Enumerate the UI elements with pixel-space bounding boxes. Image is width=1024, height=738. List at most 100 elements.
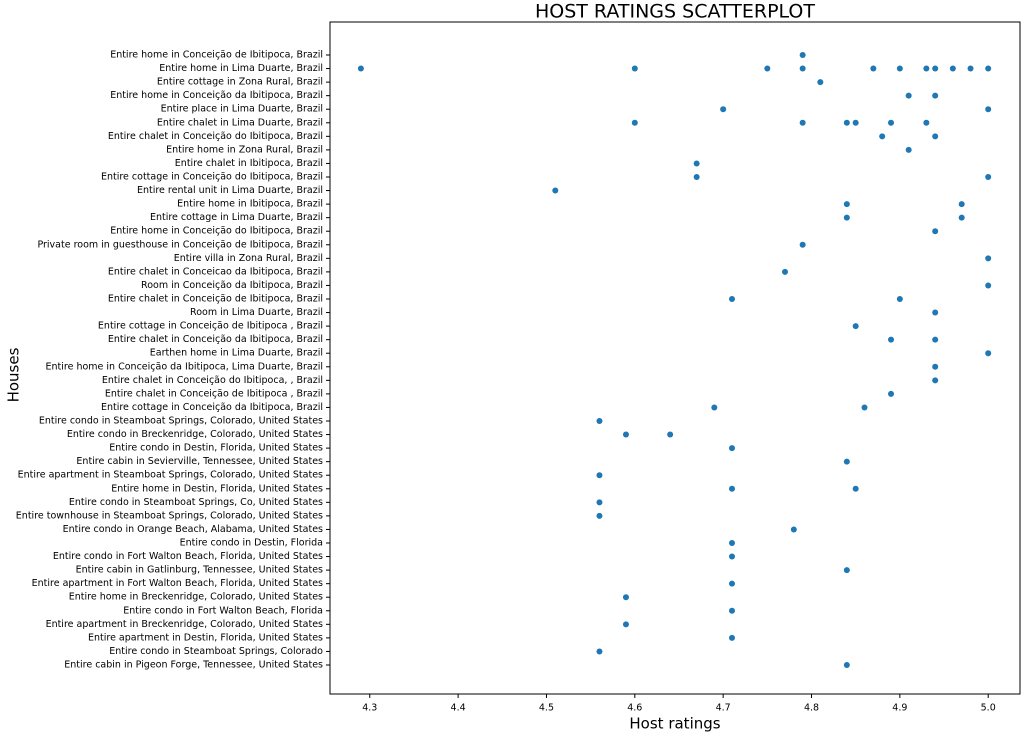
y-tick-label: Entire place in Lima Duarte, Brazil: [161, 104, 323, 115]
x-tick-label: 4.6: [627, 703, 642, 714]
point: [728, 296, 735, 302]
y-tick-label: Entire home in Conceição da Ibitipoca, L…: [46, 361, 323, 372]
point: [932, 309, 939, 316]
point: [596, 418, 603, 424]
x-tick-label: 4.7: [716, 703, 731, 714]
y-tick-label: Entire home in Lima Duarte, Brazil: [159, 63, 323, 74]
point: [932, 228, 939, 235]
y-tick-label: Entire chalet in Conceição de Ibitipoca …: [105, 388, 323, 399]
y-tick-label: Entire condo in Fort Walton Beach, Flori…: [123, 605, 323, 616]
point: [967, 65, 974, 72]
point: [728, 553, 735, 560]
point: [958, 214, 965, 221]
y-tick-label: Room in Conceição da Ibitipoca, Brazil: [141, 280, 323, 291]
y-axis-label: Houses: [5, 347, 23, 402]
point: [552, 187, 559, 194]
y-tick-label: Entire condo in Orange Beach, Alabama, U…: [63, 524, 323, 535]
x-tick-label: 4.3: [362, 703, 377, 714]
y-tick-label: Entire condo in Breckenridge, Colorado, …: [67, 429, 323, 440]
y-tick-label: Entire cabin in Gatlinburg, Tennessee, U…: [76, 565, 323, 576]
point: [932, 336, 939, 343]
y-tick-label: Entire condo in Destin, Florida: [180, 538, 323, 549]
point: [711, 404, 718, 411]
y-tick-label: Entire condo in Steamboat Springs, Color…: [39, 416, 323, 427]
y-tick-label: Entire cottage in Conceição do Ibitipoca…: [101, 172, 323, 183]
point: [905, 146, 912, 153]
point: [932, 377, 939, 384]
x-tick-label: 4.4: [451, 703, 466, 714]
point: [622, 621, 629, 628]
point: [861, 404, 868, 411]
x-tick-label: 5.0: [981, 703, 996, 714]
y-tick-label: Entire chalet in Conceição de Ibitipoca,…: [108, 294, 323, 305]
point: [985, 350, 992, 357]
y-tick-label: Entire chalet in Conceição do Ibitipoca,…: [102, 375, 323, 386]
x-axis-label: Host ratings: [629, 715, 720, 733]
y-tick-label: Entire condo in Fort Walton Beach, Flori…: [53, 551, 323, 562]
point: [843, 119, 850, 126]
y-tick-label: Room in Lima Duarte, Brazil: [190, 307, 323, 318]
point: [852, 323, 859, 330]
point: [596, 512, 603, 519]
point: [843, 214, 850, 221]
point: [781, 268, 788, 275]
y-tick-label: Entire cottage in Conceição da Ibitipoca…: [101, 402, 323, 413]
point: [896, 296, 903, 302]
point: [667, 431, 674, 438]
point: [923, 119, 930, 126]
y-tick-label: Entire cottage in Conceição de Ibitipoca…: [98, 321, 323, 332]
point: [985, 65, 992, 72]
point: [622, 594, 629, 601]
point: [622, 431, 629, 438]
chart-title: HOST RATINGS SCATTERPLOT: [535, 1, 815, 23]
point: [870, 65, 877, 72]
y-tick-label: Entire chalet in Ibitipoca, Brazil: [175, 158, 323, 169]
point: [693, 160, 700, 167]
point: [596, 472, 603, 479]
y-tick-label: Entire home in Breckenridge, Colorado, U…: [69, 592, 323, 603]
plot-frame: [329, 21, 1021, 695]
y-tick-label: Entire home in Ibitipoca, Brazil: [177, 199, 323, 210]
point: [852, 119, 859, 126]
y-tick-label: Entire cottage in Zona Rural, Brazil: [157, 77, 323, 88]
point: [728, 540, 735, 546]
y-tick-label: Entire cottage in Lima Duarte, Brazil: [150, 212, 323, 223]
y-tick-label: Entire apartment in Steamboat Springs, C…: [18, 470, 323, 481]
y-tick-label: Entire home in Conceição da Ibitipoca, B…: [110, 90, 323, 101]
point: [879, 133, 886, 140]
point: [799, 65, 806, 72]
point: [888, 119, 895, 126]
y-tick-label: Entire condo in Steamboat Springs, Color…: [109, 646, 323, 657]
point: [728, 485, 735, 492]
point: [985, 255, 992, 262]
y-tick-label: Entire apartment in Breckenridge, Colora…: [46, 619, 323, 630]
y-tick-label: Entire condo in Steamboat Springs, Co, U…: [69, 497, 323, 508]
y-tick-label: Entire rental unit in Lima Duarte, Brazi…: [137, 185, 323, 196]
y-tick-label: Entire condo in Destin, Florida, United …: [109, 443, 323, 454]
y-tick-label: Entire apartment in Fort Walton Beach, F…: [32, 578, 323, 589]
point: [843, 567, 850, 574]
y-tick-label: Entire chalet in Conceição do Ibitipoca,…: [108, 131, 323, 142]
point: [728, 580, 735, 587]
y-tick-label: Entire apartment in Destin, Florida, Uni…: [88, 632, 323, 643]
y-tick-label: Entire chalet in Conceicao da Ibitipoca,…: [108, 266, 323, 277]
point: [932, 92, 939, 99]
y-tick-label: Earthen home in Lima Duarte, Brazil: [150, 348, 323, 359]
point: [905, 92, 912, 99]
y-tick-label: Entire villa in Zona Rural, Brazil: [174, 253, 323, 264]
point: [631, 65, 638, 72]
point: [888, 390, 895, 397]
y-tick-label: Entire home in Zona Rural, Brazil: [166, 144, 323, 155]
point: [985, 106, 992, 113]
y-tick-label: Entire cabin in Pigeon Forge, Tennessee,…: [64, 660, 323, 671]
y-tick-label: Private room in guesthouse in Conceição …: [37, 239, 323, 250]
point: [985, 282, 992, 289]
point: [958, 201, 965, 208]
point: [720, 106, 727, 113]
point: [799, 119, 806, 126]
point: [949, 65, 956, 72]
point: [728, 445, 735, 452]
point: [923, 65, 930, 72]
y-tick-label: Entire chalet in Conceição da Ibitipoca,…: [108, 334, 323, 345]
